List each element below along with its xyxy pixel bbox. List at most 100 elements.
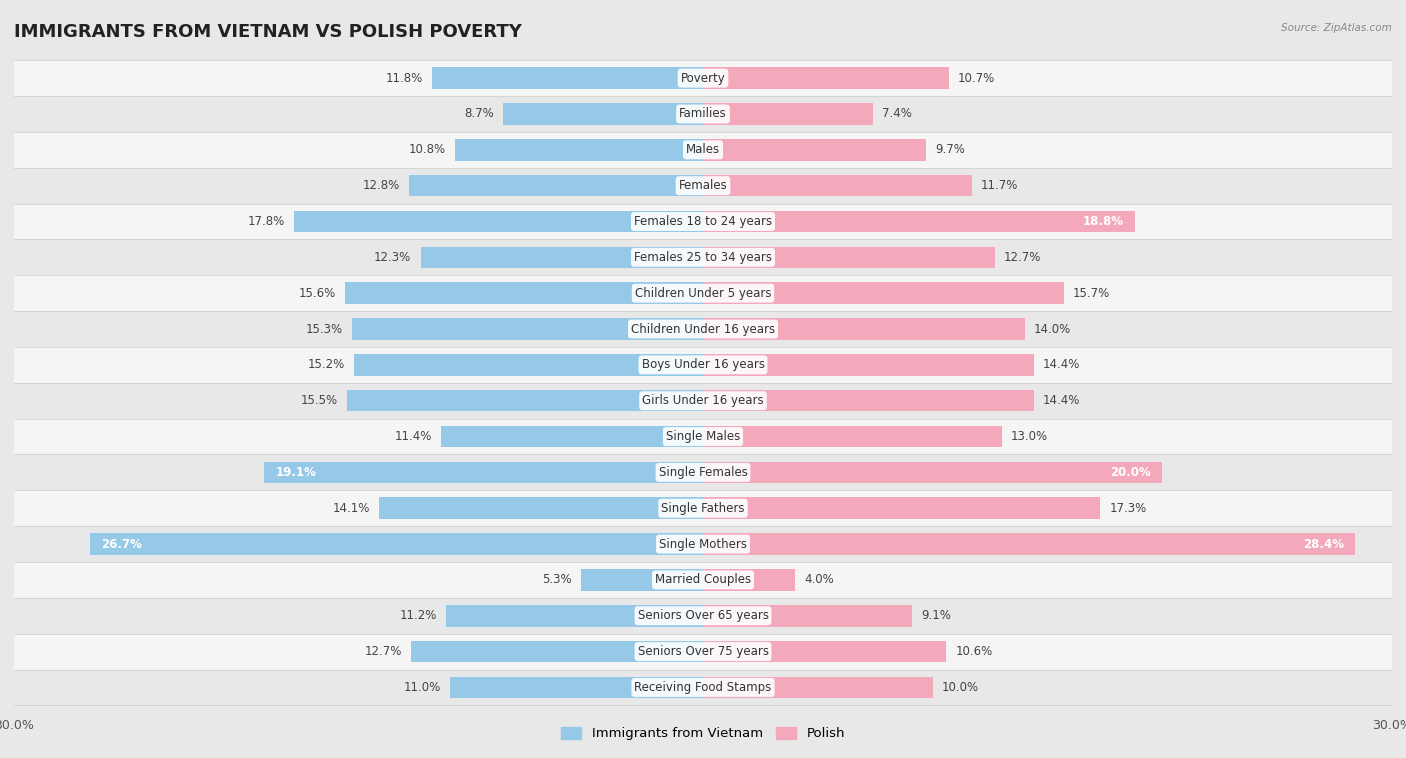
Text: 11.8%: 11.8%	[385, 72, 423, 85]
Text: 14.1%: 14.1%	[333, 502, 370, 515]
Bar	[0, 562, 1406, 598]
Bar	[294, 211, 703, 232]
Bar	[503, 103, 703, 125]
Text: 15.6%: 15.6%	[298, 287, 336, 299]
Text: 14.4%: 14.4%	[1043, 394, 1080, 407]
Text: 11.4%: 11.4%	[395, 430, 432, 443]
Bar	[0, 132, 1406, 168]
Text: 10.8%: 10.8%	[409, 143, 446, 156]
Bar	[0, 240, 1406, 275]
Bar	[703, 139, 925, 161]
Bar	[0, 275, 1406, 311]
Text: 11.0%: 11.0%	[404, 681, 441, 694]
Text: 9.1%: 9.1%	[921, 609, 950, 622]
Bar	[347, 390, 703, 412]
Text: 12.7%: 12.7%	[1004, 251, 1042, 264]
Text: Seniors Over 75 years: Seniors Over 75 years	[637, 645, 769, 658]
Text: Children Under 5 years: Children Under 5 years	[634, 287, 772, 299]
Text: Single Mothers: Single Mothers	[659, 537, 747, 550]
Text: 19.1%: 19.1%	[276, 466, 316, 479]
Text: 8.7%: 8.7%	[464, 108, 494, 121]
Legend: Immigrants from Vietnam, Polish: Immigrants from Vietnam, Polish	[555, 722, 851, 745]
Text: Boys Under 16 years: Boys Under 16 years	[641, 359, 765, 371]
Text: Poverty: Poverty	[681, 72, 725, 85]
Bar	[441, 426, 703, 447]
Text: 12.3%: 12.3%	[374, 251, 412, 264]
Text: 11.7%: 11.7%	[981, 179, 1018, 193]
Text: Single Fathers: Single Fathers	[661, 502, 745, 515]
Bar	[0, 60, 1406, 96]
Bar	[703, 534, 1355, 555]
Text: 9.7%: 9.7%	[935, 143, 965, 156]
Bar	[0, 455, 1406, 490]
Bar	[450, 677, 703, 698]
Bar	[0, 383, 1406, 418]
Bar	[0, 598, 1406, 634]
Text: Females 25 to 34 years: Females 25 to 34 years	[634, 251, 772, 264]
Text: 26.7%: 26.7%	[101, 537, 142, 550]
Bar	[0, 347, 1406, 383]
Text: Seniors Over 65 years: Seniors Over 65 years	[637, 609, 769, 622]
Text: Females: Females	[679, 179, 727, 193]
Bar	[0, 96, 1406, 132]
Bar	[703, 426, 1001, 447]
Bar	[703, 283, 1063, 304]
Bar	[0, 204, 1406, 240]
Bar	[703, 175, 972, 196]
Bar	[581, 569, 703, 590]
Bar	[0, 526, 1406, 562]
Text: 20.0%: 20.0%	[1111, 466, 1152, 479]
Text: 18.8%: 18.8%	[1083, 215, 1123, 228]
Bar	[703, 211, 1135, 232]
Text: 15.3%: 15.3%	[305, 323, 343, 336]
Bar	[0, 168, 1406, 204]
Text: 17.3%: 17.3%	[1109, 502, 1147, 515]
Bar	[703, 354, 1033, 376]
Bar	[0, 490, 1406, 526]
Text: 5.3%: 5.3%	[543, 573, 572, 587]
Bar	[703, 103, 873, 125]
Text: 4.0%: 4.0%	[804, 573, 834, 587]
Bar	[0, 418, 1406, 455]
Bar	[703, 246, 994, 268]
Text: 10.7%: 10.7%	[957, 72, 995, 85]
Bar	[352, 318, 703, 340]
Text: Source: ZipAtlas.com: Source: ZipAtlas.com	[1281, 23, 1392, 33]
Bar	[412, 641, 703, 662]
Bar	[703, 497, 1101, 519]
Text: IMMIGRANTS FROM VIETNAM VS POLISH POVERTY: IMMIGRANTS FROM VIETNAM VS POLISH POVERT…	[14, 23, 522, 41]
Text: Children Under 16 years: Children Under 16 years	[631, 323, 775, 336]
Bar	[446, 605, 703, 627]
Text: 10.0%: 10.0%	[942, 681, 979, 694]
Bar	[354, 354, 703, 376]
Text: 12.7%: 12.7%	[364, 645, 402, 658]
Bar	[703, 569, 794, 590]
Text: Families: Families	[679, 108, 727, 121]
Text: 13.0%: 13.0%	[1011, 430, 1047, 443]
Text: 14.4%: 14.4%	[1043, 359, 1080, 371]
Bar	[90, 534, 703, 555]
Text: 17.8%: 17.8%	[247, 215, 285, 228]
Text: 14.0%: 14.0%	[1033, 323, 1071, 336]
Bar	[344, 283, 703, 304]
Text: Receiving Food Stamps: Receiving Food Stamps	[634, 681, 772, 694]
Text: Single Males: Single Males	[666, 430, 740, 443]
Text: 15.5%: 15.5%	[301, 394, 337, 407]
Bar	[409, 175, 703, 196]
Bar	[264, 462, 703, 483]
Text: 28.4%: 28.4%	[1303, 537, 1344, 550]
Bar	[703, 641, 946, 662]
Text: Males: Males	[686, 143, 720, 156]
Text: 11.2%: 11.2%	[399, 609, 437, 622]
Text: Girls Under 16 years: Girls Under 16 years	[643, 394, 763, 407]
Bar	[420, 246, 703, 268]
Text: Females 18 to 24 years: Females 18 to 24 years	[634, 215, 772, 228]
Bar	[456, 139, 703, 161]
Bar	[703, 67, 949, 89]
Bar	[0, 311, 1406, 347]
Bar	[0, 634, 1406, 669]
Bar	[703, 318, 1025, 340]
Bar	[703, 605, 912, 627]
Text: 7.4%: 7.4%	[882, 108, 912, 121]
Bar	[432, 67, 703, 89]
